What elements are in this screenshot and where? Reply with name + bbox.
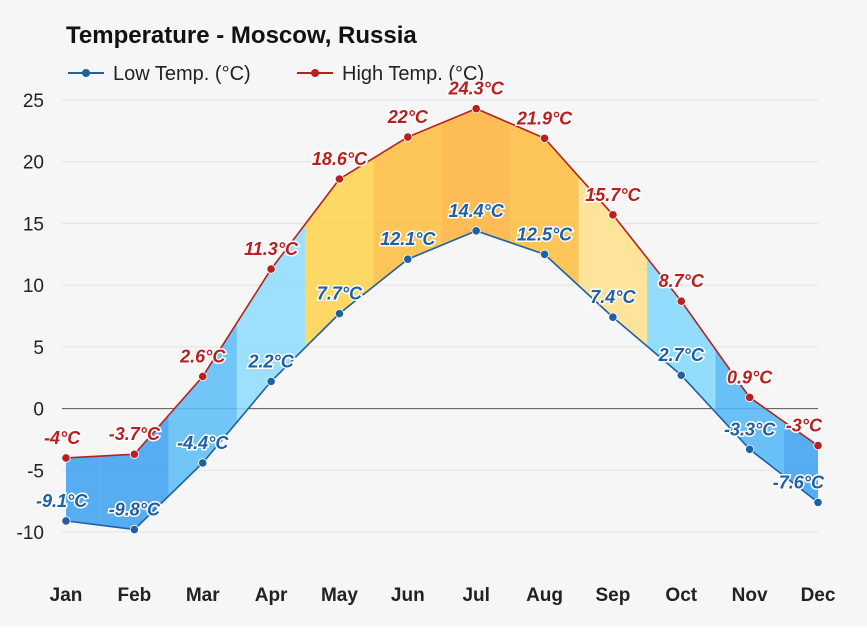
low-series-line [65,229,819,531]
x-axis-ticks: Jan Feb Mar Apr May Jun Jul Aug Sep Oct … [50,585,836,606]
high-data-point [676,296,686,306]
high-data-label: -3.7°C [109,424,161,444]
range-fill-segment [510,123,579,286]
high-data-point [471,104,481,114]
legend: Low Temp. (°C) High Temp. (°C) [68,63,484,85]
high-data-label: 24.3°C [448,79,505,99]
high-data-label: 21.9°C [516,108,573,128]
high-data-point [129,449,139,459]
low-data-label: -3.3°C [724,419,776,439]
low-data-point [745,444,755,454]
high-data-label: 18.6°C [312,149,368,169]
low-data-label: 2.2°C [247,351,294,371]
low-data-label: 2.7°C [658,345,705,365]
y-tick-label: 20 [23,153,44,174]
y-axis-ticks: 25 20 15 10 5 0 -5 -10 [17,91,44,544]
high-data-point [813,440,823,451]
x-tick-label: Jun [391,585,425,606]
low-data-label: 14.4°C [449,201,505,221]
range-fill [66,108,818,530]
x-tick-label: Jul [462,585,489,606]
low-data-point [813,497,823,507]
high-data-label: 2.6°C [179,346,226,366]
low-data-label: 12.5°C [517,224,573,244]
low-data-label: -7.6°C [773,472,825,492]
y-tick-label: 10 [23,276,44,297]
low-data-point [266,376,276,387]
range-fill-segment [100,415,169,530]
x-tick-label: May [321,585,358,606]
high-data-label: 11.3°C [244,239,299,259]
low-data-label: -4.4°C [177,433,229,453]
y-tick-label: -5 [27,461,44,482]
high-data-label: -4°C [44,428,81,448]
high-data-point [539,133,550,143]
low-data-point [539,249,550,259]
x-tick-label: Jan [50,585,83,606]
high-data-point [403,132,413,142]
high-data-point [266,264,276,274]
range-fill-segment [647,257,716,413]
legend-high-marker [311,69,319,77]
range-fill-segment [236,224,306,423]
x-tick-label: Mar [186,585,220,606]
low-data-label: -9.8°C [109,500,161,520]
low-data-label: 7.4°C [590,287,636,307]
data-labels: -9.1°C -9.8°C -4.4°C 2.2°C 7.7°C 12.1°C … [35,77,827,521]
y-tick-label: 5 [33,338,44,359]
high-data-point [198,371,208,382]
x-tick-label: Oct [665,585,697,606]
y-tick-label: 15 [23,214,44,235]
low-data-point [471,226,481,236]
low-data-label: 12.1°C [380,229,436,249]
high-data-label: 15.7°C [585,185,641,205]
x-tick-label: Sep [595,585,630,606]
low-data-point [198,458,208,468]
low-data-point [129,524,139,535]
range-fill-segment [373,122,442,287]
low-data-point [334,308,345,319]
high-data-label: -3°C [786,416,823,436]
low-data-point [608,312,618,322]
high-data-label: 8.7°C [659,271,705,291]
range-fill-segment [578,176,648,347]
high-data-point [608,210,618,220]
y-tick-label: 0 [33,400,44,421]
x-tick-label: Feb [117,585,151,606]
x-tick-label: Aug [526,585,563,606]
low-data-label: -9.1°C [36,491,88,511]
low-data-point [403,254,413,264]
x-tick-label: Apr [255,585,288,606]
high-data-point [745,392,755,403]
legend-high-label: High Temp. (°C) [342,63,484,85]
low-data-label: 7.7°C [317,284,363,304]
high-series-line [65,107,819,459]
legend-item-high[interactable]: High Temp. (°C) [297,63,484,85]
legend-item-low[interactable]: Low Temp. (°C) [68,63,251,85]
range-fill-segment [715,349,784,476]
high-data-label: 0.9°C [727,367,773,387]
x-tick-label: Dec [801,585,836,606]
chart-title: Temperature - Moscow, Russia [66,22,417,49]
legend-low-label: Low Temp. (°C) [113,63,251,85]
range-fill-segment [168,322,237,497]
y-tick-label: -10 [17,523,44,544]
x-tick-label: Nov [732,585,768,606]
high-data-label: 22°C [387,107,429,127]
low-data-point [61,516,71,526]
range-fill-segment [442,108,511,246]
range-fill-segment [305,158,374,348]
low-data-point [676,370,686,380]
range-fill-segment [66,456,101,526]
data-points [61,104,823,535]
high-data-point [334,174,345,184]
high-data-point [61,453,71,463]
series-lines [65,107,819,531]
legend-low-marker [82,69,90,77]
y-tick-label: 25 [23,91,44,112]
